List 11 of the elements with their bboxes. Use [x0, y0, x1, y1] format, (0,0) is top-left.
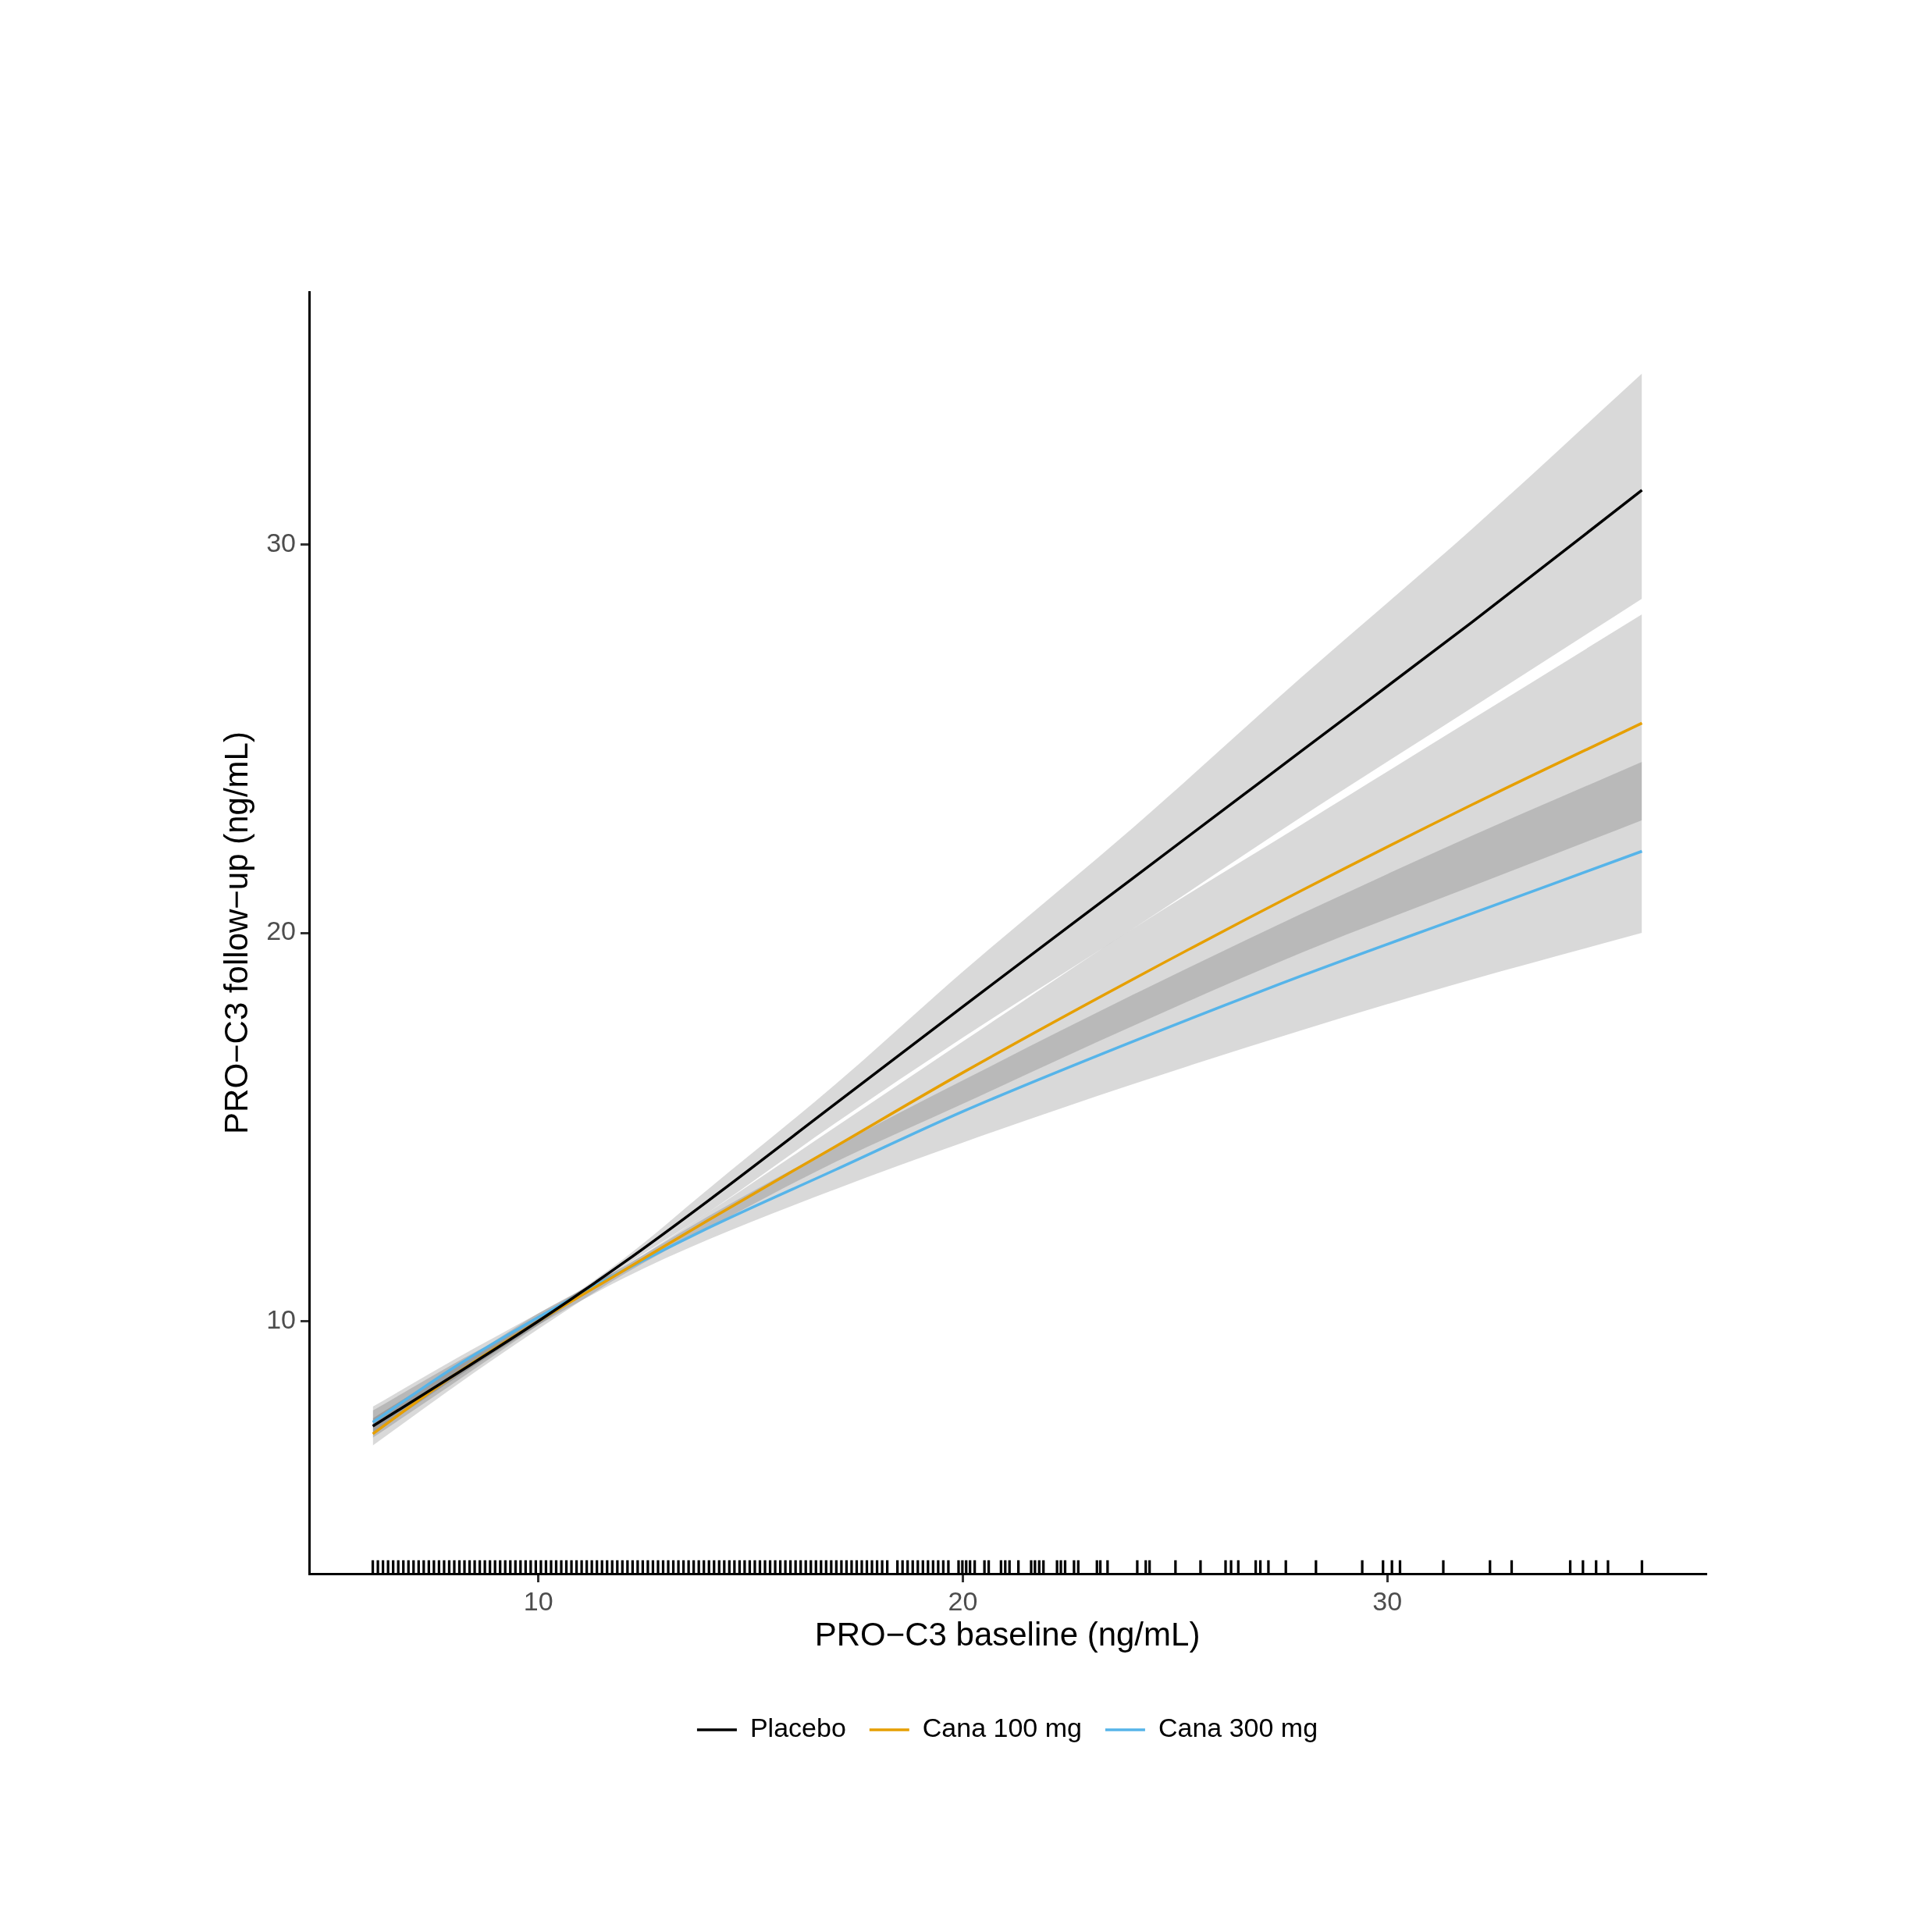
x-tick-label: 30	[1372, 1585, 1403, 1616]
y-tick-label: 30	[266, 527, 296, 557]
legend-label: Cana 100 mg	[922, 1713, 1082, 1743]
x-axis-title: PRO−C3 baseline (ng/mL)	[814, 1615, 1201, 1653]
x-tick-label: 10	[523, 1585, 553, 1616]
y-axis-title: PRO−C3 follow−up (ng/mL)	[217, 731, 254, 1134]
legend-label: Placebo	[749, 1713, 846, 1743]
x-tick-label: 20	[948, 1585, 978, 1616]
y-tick-label: 10	[266, 1304, 296, 1334]
legend-label: Cana 300 mg	[1158, 1713, 1318, 1743]
y-tick-label: 20	[266, 916, 296, 946]
